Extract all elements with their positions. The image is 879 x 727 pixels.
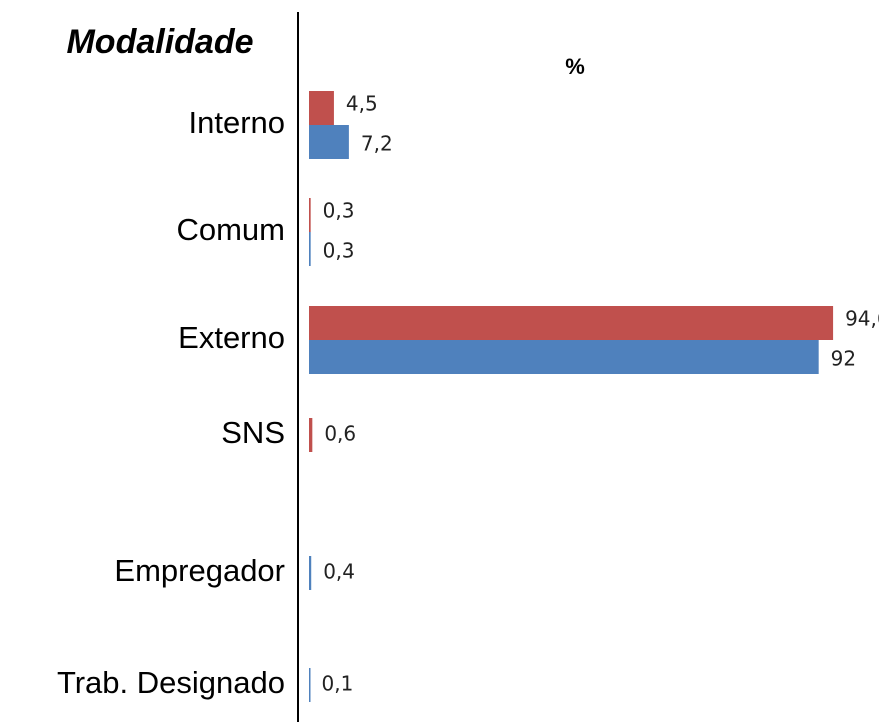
value-label: 4,5	[346, 92, 378, 116]
value-label: 0,3	[323, 199, 355, 223]
bar	[309, 668, 311, 702]
category-label: Empregador	[114, 553, 285, 588]
category-label: Trab. Designado	[57, 665, 285, 700]
bar	[309, 198, 311, 232]
value-label: 0,1	[322, 672, 354, 696]
value-label: 92	[831, 347, 856, 371]
bar	[309, 306, 834, 340]
bar	[309, 418, 313, 452]
bar	[309, 125, 349, 159]
category-label: Interno	[188, 105, 285, 140]
value-label: 0,4	[323, 560, 355, 584]
value-label: 7,2	[361, 132, 393, 156]
axis-label: %	[565, 54, 585, 79]
bar	[309, 91, 334, 125]
bar	[309, 556, 312, 590]
category-label: Comum	[176, 212, 285, 247]
value-label: 0,6	[324, 422, 356, 446]
category-label: Externo	[178, 320, 285, 355]
chart-title: Modalidade	[66, 23, 253, 61]
bar	[309, 340, 819, 374]
category-label: SNS	[221, 415, 285, 450]
value-label: 0,3	[323, 239, 355, 263]
value-label: 94,6	[845, 307, 879, 331]
bar	[309, 232, 311, 266]
